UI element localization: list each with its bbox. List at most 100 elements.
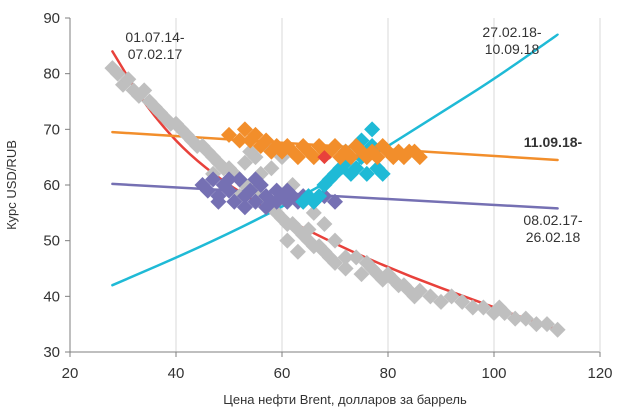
annotation-line: 26.02.18 — [526, 229, 581, 245]
data-point — [348, 249, 365, 266]
data-point — [464, 299, 481, 316]
data-point — [411, 282, 428, 299]
data-point — [454, 293, 471, 310]
y-tick-label: 60 — [43, 177, 60, 194]
data-point — [305, 149, 322, 166]
data-point — [279, 182, 296, 199]
data-point — [358, 165, 375, 182]
annotation-line: 27.02.18- — [482, 24, 541, 40]
data-point — [443, 288, 460, 305]
grid — [175, 18, 495, 352]
data-point — [242, 143, 259, 160]
data-point — [231, 132, 248, 149]
y-axis-title: Курс USD/RUB — [4, 140, 19, 230]
data-point — [242, 132, 259, 149]
data-point — [364, 121, 381, 138]
data-point — [109, 65, 126, 82]
data-point — [411, 149, 428, 166]
data-point — [539, 316, 555, 333]
data-point — [475, 299, 492, 316]
data-point — [247, 126, 264, 143]
annotation-line: 10.09.18 — [485, 41, 540, 57]
axes — [65, 17, 601, 357]
x-tick-label: 120 — [587, 365, 612, 382]
data-point — [337, 249, 354, 266]
data-point — [433, 293, 449, 310]
data-point — [247, 193, 264, 210]
data-point — [226, 193, 243, 210]
annotation-line: 08.02.17- — [523, 212, 582, 228]
trendline — [111, 50, 559, 331]
data-point — [236, 154, 253, 171]
axis-labels: Цена нефти Brent, долларов за баррель Кур… — [4, 140, 467, 407]
trendlines — [111, 33, 559, 331]
data-point — [374, 165, 391, 182]
data-point — [311, 188, 328, 205]
data-point — [528, 316, 545, 333]
data-point — [263, 160, 280, 177]
x-tick-label: 20 — [62, 365, 79, 382]
data-point — [258, 132, 275, 149]
y-tick-label: 40 — [43, 288, 60, 305]
data-point — [369, 149, 386, 166]
data-points — [104, 60, 566, 338]
annotation-line: 01.07.14- — [125, 29, 184, 45]
y-tick-label: 80 — [43, 66, 60, 83]
data-point — [327, 254, 343, 271]
data-point — [289, 243, 306, 260]
annotations: 01.07.14-07.02.17 27.02.18-10.09.18 11.09.… — [125, 24, 582, 245]
data-point — [242, 182, 259, 199]
y-tick-label: 50 — [43, 233, 60, 250]
y-tick-label: 90 — [43, 10, 60, 27]
data-point — [221, 171, 237, 188]
data-point — [342, 149, 359, 166]
data-point — [289, 149, 306, 166]
y-tick-label: 70 — [43, 121, 60, 138]
data-point — [252, 177, 269, 193]
data-point — [120, 71, 137, 88]
data-point — [316, 215, 333, 232]
highlight-point — [317, 150, 332, 165]
annotation-line: 11.09.18- — [524, 134, 583, 150]
data-point — [496, 305, 513, 322]
data-point — [300, 221, 317, 238]
data-point — [252, 165, 269, 182]
data-point — [136, 82, 153, 99]
data-point — [221, 182, 237, 199]
data-point — [236, 199, 253, 216]
data-point — [210, 193, 227, 210]
y-tick-label: 30 — [43, 344, 60, 361]
annotation-label: 08.02.17-26.02.18 — [523, 212, 582, 245]
annotation-label: 01.07.14-07.02.17 — [125, 29, 184, 62]
data-point — [279, 232, 296, 249]
data-point — [199, 182, 216, 199]
data-point — [305, 204, 322, 221]
data-point — [247, 171, 264, 188]
data-point — [348, 160, 365, 177]
data-point — [327, 193, 343, 210]
x-tick-label: 60 — [274, 365, 291, 382]
tick-labels: 30 40 50 60 70 80 90 20 40 60 80 100 120 — [43, 10, 612, 382]
x-tick-label: 80 — [380, 365, 397, 382]
data-point — [353, 266, 370, 283]
data-point — [327, 232, 343, 249]
data-point — [549, 321, 566, 338]
annotation-line: 07.02.17 — [128, 46, 183, 62]
data-point — [205, 171, 222, 188]
x-tick-label: 100 — [481, 365, 506, 382]
x-axis-title: Цена нефти Brent, долларов за баррель — [223, 392, 467, 407]
data-point — [258, 199, 275, 216]
annotation-label: 11.09.18- — [524, 134, 583, 150]
data-point — [507, 310, 524, 327]
data-point — [337, 260, 354, 277]
data-point — [517, 310, 534, 327]
data-point — [231, 171, 248, 188]
data-point — [327, 138, 343, 155]
data-point — [422, 288, 439, 305]
x-tick-label: 40 — [168, 365, 185, 382]
data-point — [268, 193, 285, 210]
data-point — [221, 126, 237, 143]
data-point — [236, 121, 253, 138]
